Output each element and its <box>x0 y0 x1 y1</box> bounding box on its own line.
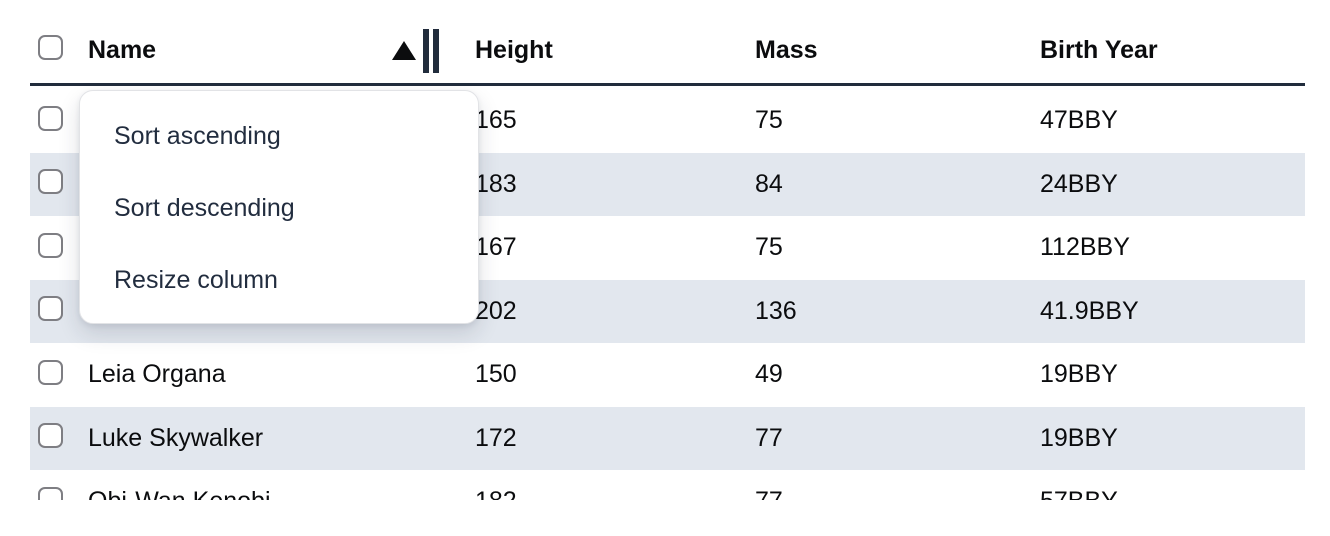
birth-year-cell: 19BBY <box>1040 423 1118 452</box>
mass-cell: 84 <box>755 169 783 198</box>
birth-year-cell: 24BBY <box>1040 169 1118 198</box>
mass-cell: 75 <box>755 233 783 262</box>
birth-year-cell: 57BBY <box>1040 487 1305 500</box>
birth-year-cell: 41.9BBY <box>1040 296 1139 325</box>
column-header-height[interactable]: Height <box>475 35 553 64</box>
height-cell: 182 <box>475 487 755 500</box>
name-cell: Obi-Wan Kenobi <box>88 487 475 500</box>
select-all-checkbox[interactable] <box>38 35 63 60</box>
birth-year-cell: 47BBY <box>1040 106 1118 135</box>
menu-item-resize-column[interactable]: Resize column <box>114 265 278 294</box>
row-checkbox[interactable] <box>38 169 63 195</box>
table-header-row: Name Height Mass Birth Year <box>30 0 1305 86</box>
mass-cell: 77 <box>755 487 1040 500</box>
table-row: Luke Skywalker 172 77 19BBY <box>30 406 1305 470</box>
column-header-birth-year[interactable]: Birth Year <box>1040 35 1158 64</box>
row-checkbox[interactable] <box>38 296 63 322</box>
height-cell: 165 <box>475 106 517 135</box>
select-all-cell <box>30 35 88 65</box>
resize-bar <box>423 29 429 73</box>
column-header-name[interactable]: Name <box>88 35 157 64</box>
menu-item-sort-descending[interactable]: Sort descending <box>114 193 295 222</box>
menu-item-sort-ascending[interactable]: Sort ascending <box>114 121 281 150</box>
name-cell: Luke Skywalker <box>88 423 264 452</box>
row-checkbox[interactable] <box>38 232 63 258</box>
row-checkbox[interactable] <box>38 359 63 385</box>
mass-cell: 75 <box>755 106 783 135</box>
row-checkbox[interactable] <box>38 105 63 131</box>
resize-bar <box>433 29 439 73</box>
height-cell: 150 <box>475 360 517 389</box>
mass-cell: 49 <box>755 360 783 389</box>
birth-year-cell: 112BBY <box>1040 233 1130 262</box>
column-header-mass[interactable]: Mass <box>755 35 818 64</box>
mass-cell: 77 <box>755 423 783 452</box>
height-cell: 172 <box>475 423 517 452</box>
name-cell: Leia Organa <box>88 360 226 389</box>
table-row: Leia Organa 150 49 19BBY <box>30 343 1305 407</box>
table-viewport: Name Height Mass Birth Year 165 75 47BBY… <box>30 0 1305 500</box>
row-checkbox[interactable] <box>38 486 63 500</box>
birth-year-cell: 19BBY <box>1040 360 1118 389</box>
column-context-menu: Sort ascending Sort descending Resize co… <box>79 90 479 324</box>
height-cell: 202 <box>475 296 517 325</box>
row-checkbox[interactable] <box>38 423 63 449</box>
table-row: Obi-Wan Kenobi 182 77 57BBY <box>30 470 1305 500</box>
height-cell: 183 <box>475 169 517 198</box>
height-cell: 167 <box>475 233 517 262</box>
mass-cell: 136 <box>755 296 797 325</box>
sort-ascending-icon <box>392 41 416 60</box>
column-resize-handle-icon[interactable] <box>423 29 439 73</box>
